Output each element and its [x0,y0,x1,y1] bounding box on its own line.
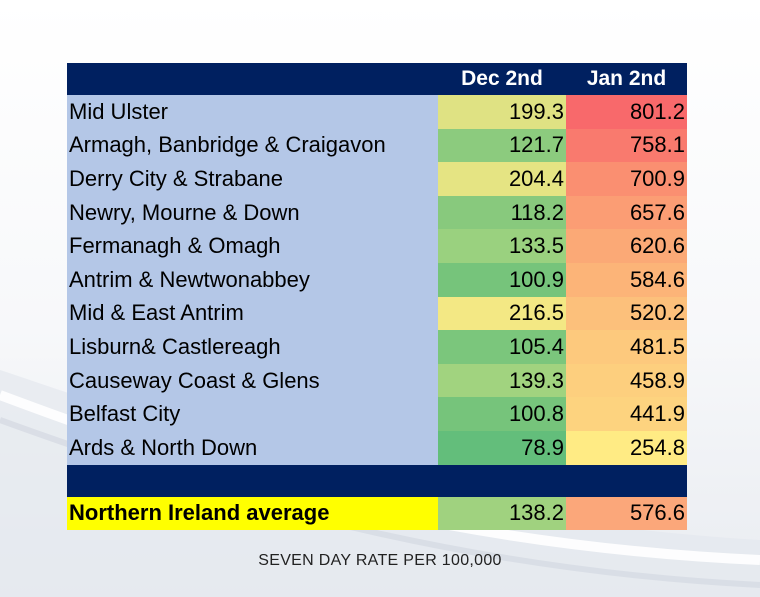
area-name: Causeway Coast & Glens [67,363,438,398]
jan-value: 458.9 [566,363,687,398]
rates-table: Dec 2nd Jan 2nd Mid Ulster 199.3 801.2 Arma… [67,63,687,531]
table-row: Mid Ulster 199.3 801.2 [67,95,687,129]
jan-value: 584.6 [566,262,687,297]
area-name: Lisburn& Castlereagh [67,330,438,364]
jan-value: 520.2 [566,296,687,331]
area-name: Fermanagh & Omagh [67,229,438,263]
header-row: Dec 2nd Jan 2nd [67,63,687,95]
dec-value: 204.4 [438,162,566,196]
table-row: Belfast City 100.8 441.9 [67,397,687,431]
area-name: Antrim & Newtwonabbey [67,262,438,297]
jan-value: 254.8 [566,430,687,465]
jan-value: 801.2 [566,95,687,129]
jan-value: 758.1 [566,128,687,163]
header-jan: Jan 2nd [566,63,687,95]
area-name: Belfast City [67,397,438,431]
dec-value: 100.9 [438,262,566,297]
table-row: Mid & East Antrim 216.5 520.2 [67,296,687,331]
dec-value: 139.3 [438,363,566,398]
jan-value: 700.9 [566,162,687,196]
spacer-row [67,464,687,497]
area-name: Ards & North Down [67,430,438,465]
area-name: Newry, Mourne & Down [67,195,438,230]
table-row: Lisburn& Castlereagh 105.4 481.5 [67,330,687,364]
average-dec-value: 138.2 [438,496,566,531]
dec-value: 121.7 [438,128,566,163]
jan-value: 441.9 [566,397,687,431]
table-row: Fermanagh & Omagh 133.5 620.6 [67,229,687,263]
table-row: Derry City & Strabane 204.4 700.9 [67,162,687,196]
dec-value: 78.9 [438,430,566,465]
jan-value: 481.5 [566,330,687,364]
table-row: Ards & North Down 78.9 254.8 [67,430,687,465]
header-dec: Dec 2nd [438,63,566,95]
dec-value: 105.4 [438,330,566,364]
dec-value: 199.3 [438,95,566,129]
average-row: Northern Ireland average 138.2 576.6 [67,496,687,531]
table-row: Causeway Coast & Glens 139.3 458.9 [67,363,687,398]
dec-value: 100.8 [438,397,566,431]
table-row: Newry, Mourne & Down 118.2 657.6 [67,195,687,230]
dec-value: 216.5 [438,296,566,331]
header-blank [67,63,438,95]
table-row: Armagh, Banbridge & Craigavon 121.7 758.1 [67,128,687,163]
dec-value: 118.2 [438,195,566,230]
area-name: Armagh, Banbridge & Craigavon [67,128,438,163]
dec-value: 133.5 [438,229,566,263]
jan-value: 657.6 [566,195,687,230]
jan-value: 620.6 [566,229,687,263]
area-name: Mid & East Antrim [67,296,438,331]
average-name: Northern Ireland average [67,496,438,531]
average-jan-value: 576.6 [566,496,687,531]
area-name: Mid Ulster [67,95,438,129]
caption: SEVEN DAY RATE PER 100,000 [258,552,502,569]
area-name: Derry City & Strabane [67,162,438,196]
table-row: Antrim & Newtwonabbey 100.9 584.6 [67,262,687,297]
